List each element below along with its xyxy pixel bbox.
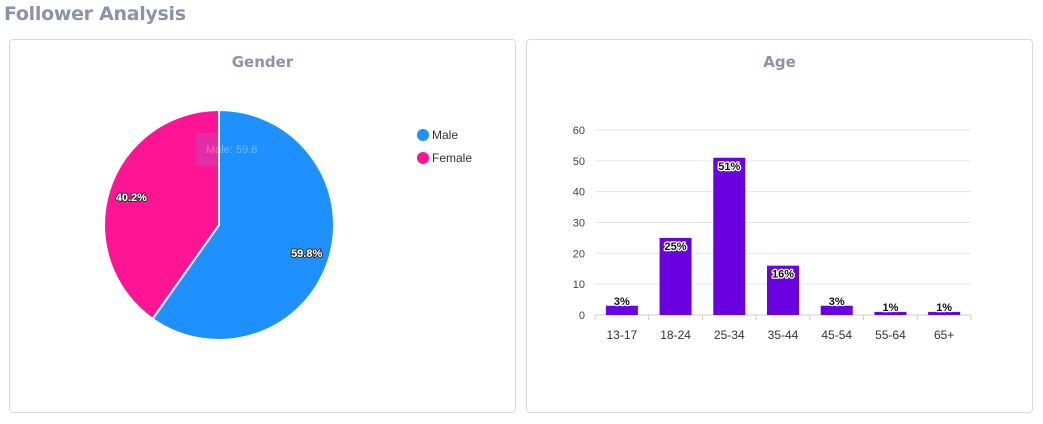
bar-65+[interactable]	[928, 311, 961, 315]
x-tick-label: 13-17	[607, 328, 638, 342]
gender-pie-chart: 59.8% 40.2% Male: 59.8 Male Female	[103, 108, 472, 341]
legend-label-female: Female	[432, 151, 472, 165]
pie-tooltip-text: Male: 59.8	[206, 144, 257, 156]
bar-55-64[interactable]	[874, 311, 907, 315]
legend-swatch-male	[417, 129, 429, 141]
y-tick-label: 60	[573, 125, 585, 137]
y-tick-label: 0	[579, 310, 585, 322]
pie-tooltip: Male: 59.8	[196, 133, 257, 166]
bar-data-label: 1%	[936, 302, 952, 314]
age-card: Age 0 10 20 30 40 50 60 3% 13-17 25% 18-24 51% 25-34…	[526, 39, 1033, 413]
bar-data-label: 3%	[614, 296, 630, 308]
pie-label-male: 59.8%	[291, 248, 322, 260]
y-tick-label: 30	[573, 218, 585, 230]
x-tick-label: 65+	[934, 328, 954, 342]
legend-label-male: Male	[432, 128, 458, 142]
y-tick-label: 20	[573, 248, 585, 260]
bar-25-34[interactable]	[713, 157, 746, 315]
y-tick-label: 40	[573, 187, 585, 199]
legend-swatch-female	[417, 152, 429, 164]
legend-item-female[interactable]: Female	[417, 151, 472, 165]
pie-slice-male[interactable]	[151, 108, 335, 341]
bar-data-label: 3%	[829, 296, 845, 308]
bar-data-label: 51%	[718, 161, 740, 173]
x-tick-label: 55-64	[875, 328, 906, 342]
pie-label-female: 40.2%	[116, 192, 147, 204]
x-tick-label: 35-44	[768, 328, 799, 342]
bar-35-44[interactable]	[767, 265, 799, 315]
x-tick-label: 18-24	[660, 328, 691, 342]
bar-18-24[interactable]	[659, 237, 692, 315]
gender-card: Gender 59.8% 40.2% Male: 59.8 Male Female	[9, 39, 516, 413]
bar-data-label: 16%	[772, 269, 794, 281]
gender-chart-title: Gender	[231, 53, 294, 71]
age-bar-chart: 0 10 20 30 40 50 60 3% 13-17 25% 18-24 51% 25-34 16% 3…	[573, 125, 972, 342]
bar-data-label: 1%	[882, 302, 898, 314]
bar-13-17[interactable]	[605, 305, 638, 315]
page-title: Follower Analysis	[4, 3, 186, 25]
legend-item-male[interactable]: Male	[417, 128, 458, 142]
pie-slice-female[interactable]	[103, 108, 220, 321]
x-tick-label: 25-34	[714, 328, 745, 342]
bar-data-label: 25%	[665, 241, 687, 253]
x-tick-label: 45-54	[821, 328, 852, 342]
bar-45-54[interactable]	[820, 305, 853, 315]
age-chart-title: Age	[763, 53, 796, 71]
y-tick-label: 10	[573, 279, 585, 291]
y-tick-label: 50	[573, 156, 585, 168]
